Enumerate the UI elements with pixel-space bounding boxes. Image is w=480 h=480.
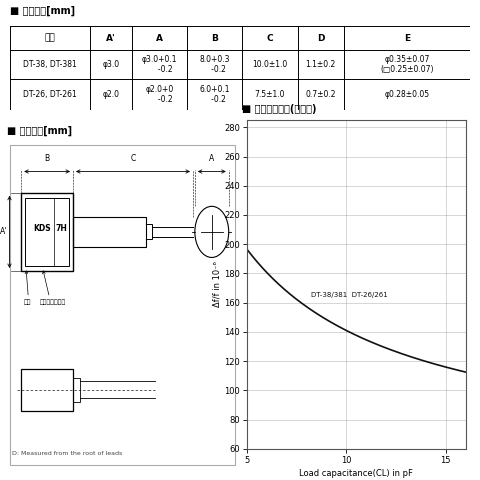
Bar	[73, 378, 80, 402]
Text: 7H: 7H	[55, 224, 67, 233]
Text: C: C	[131, 154, 136, 163]
Text: A: A	[156, 34, 163, 43]
Text: 0.7±0.2: 0.7±0.2	[305, 90, 336, 99]
Text: 10.0±1.0: 10.0±1.0	[252, 60, 288, 69]
Text: A': A'	[106, 34, 116, 43]
Bar	[25, 198, 70, 265]
Text: A: A	[209, 154, 215, 163]
Bar	[73, 217, 146, 247]
Text: D: D	[317, 34, 324, 43]
Text: 社名: 社名	[24, 300, 31, 305]
Bar	[21, 193, 73, 271]
Text: 製造ロット番号: 製造ロット番号	[40, 300, 66, 305]
Text: C: C	[266, 34, 273, 43]
Text: E: E	[404, 34, 410, 43]
Text: DT-26, DT-261: DT-26, DT-261	[23, 90, 77, 99]
Bar	[146, 225, 152, 240]
Text: 8.0+0.3
   -0.2: 8.0+0.3 -0.2	[199, 55, 230, 74]
Text: DT-38/381  DT-26/261: DT-38/381 DT-26/261	[311, 292, 387, 299]
Text: φ3.0: φ3.0	[102, 60, 120, 69]
Text: 6.0+0.1
   -0.2: 6.0+0.1 -0.2	[199, 85, 230, 104]
Text: ■ 負荷容量特性(代表例): ■ 負荷容量特性(代表例)	[242, 104, 317, 114]
Text: φ2.0: φ2.0	[102, 90, 120, 99]
Text: B: B	[45, 154, 50, 163]
Bar	[21, 369, 73, 411]
Text: 1.1±0.2: 1.1±0.2	[305, 60, 336, 69]
Text: φ0.35±0.07
(□0.25±0.07): φ0.35±0.07 (□0.25±0.07)	[380, 55, 434, 74]
Text: ■ 外形寸法[mm]: ■ 外形寸法[mm]	[10, 6, 75, 16]
Text: 型名: 型名	[45, 34, 55, 43]
Text: ■ 外形寸法[mm]: ■ 外形寸法[mm]	[7, 125, 72, 135]
Text: B: B	[211, 34, 218, 43]
Text: φ2.0+0
     -0.2: φ2.0+0 -0.2	[145, 85, 173, 104]
Text: φ3.0+0.1
     -0.2: φ3.0+0.1 -0.2	[142, 55, 177, 74]
Text: φ0.28±0.05: φ0.28±0.05	[384, 90, 430, 99]
X-axis label: Load capacitance(CL) in pF: Load capacitance(CL) in pF	[300, 469, 413, 478]
Y-axis label: Δf/f in 10⁻⁶: Δf/f in 10⁻⁶	[213, 262, 222, 307]
Text: D: Measured from the root of leads: D: Measured from the root of leads	[12, 451, 122, 456]
Text: KDS: KDS	[34, 224, 51, 233]
Text: A': A'	[0, 228, 7, 236]
Text: DT-38, DT-381: DT-38, DT-381	[23, 60, 77, 69]
Text: 7.5±1.0: 7.5±1.0	[255, 90, 285, 99]
